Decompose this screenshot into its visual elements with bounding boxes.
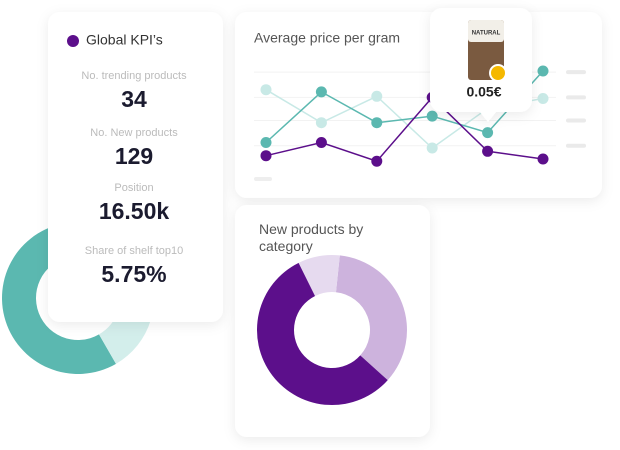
product-label bbox=[468, 20, 504, 42]
point bbox=[537, 65, 549, 77]
point bbox=[537, 93, 549, 104]
kpi-label: Position bbox=[114, 182, 153, 194]
kpi-dot bbox=[67, 35, 79, 47]
point bbox=[315, 137, 327, 148]
donut-title: New products by category bbox=[259, 221, 363, 254]
kpi-title: Global KPI’s bbox=[86, 32, 163, 48]
title-line: category bbox=[259, 238, 313, 254]
line-chart bbox=[254, 65, 586, 167]
basket-icon bbox=[489, 64, 507, 82]
point bbox=[426, 110, 438, 122]
title-line: New products by bbox=[259, 221, 363, 237]
point bbox=[260, 150, 272, 162]
series-line bbox=[265, 70, 544, 144]
series-line bbox=[265, 96, 544, 163]
pie-slice bbox=[298, 255, 340, 296]
point bbox=[315, 117, 327, 129]
product-brand: NATURAL bbox=[472, 31, 501, 37]
point bbox=[537, 153, 549, 165]
kpi-label: No. trending products bbox=[81, 70, 187, 82]
kpi-label: Share of shelf top10 bbox=[85, 245, 183, 257]
price: 0.05€ bbox=[466, 84, 501, 100]
kpi-label: No. New products bbox=[90, 127, 178, 139]
point bbox=[371, 155, 383, 167]
point bbox=[371, 117, 383, 129]
pie-slice bbox=[256, 262, 388, 406]
kpi-value: 16.50k bbox=[99, 198, 170, 224]
point bbox=[260, 137, 272, 148]
kpi-value: 129 bbox=[115, 143, 153, 169]
point bbox=[482, 145, 494, 157]
kpi-list: No. trending products 34 No. New products 1… bbox=[81, 70, 187, 287]
kpi-card bbox=[48, 12, 223, 322]
point bbox=[371, 90, 383, 102]
pie-slice bbox=[99, 310, 151, 364]
pie-slice bbox=[335, 255, 407, 381]
point bbox=[315, 86, 327, 98]
axis-placeholder bbox=[254, 177, 272, 181]
point bbox=[426, 142, 438, 154]
tooltip: NATURAL 0.05€ bbox=[430, 8, 532, 122]
point bbox=[482, 127, 494, 139]
point bbox=[260, 84, 272, 96]
donut-chart bbox=[256, 255, 407, 406]
line-title: Average price per gram bbox=[254, 30, 400, 46]
kpi-value: 5.75% bbox=[101, 261, 166, 287]
kpi-value: 34 bbox=[121, 86, 147, 112]
